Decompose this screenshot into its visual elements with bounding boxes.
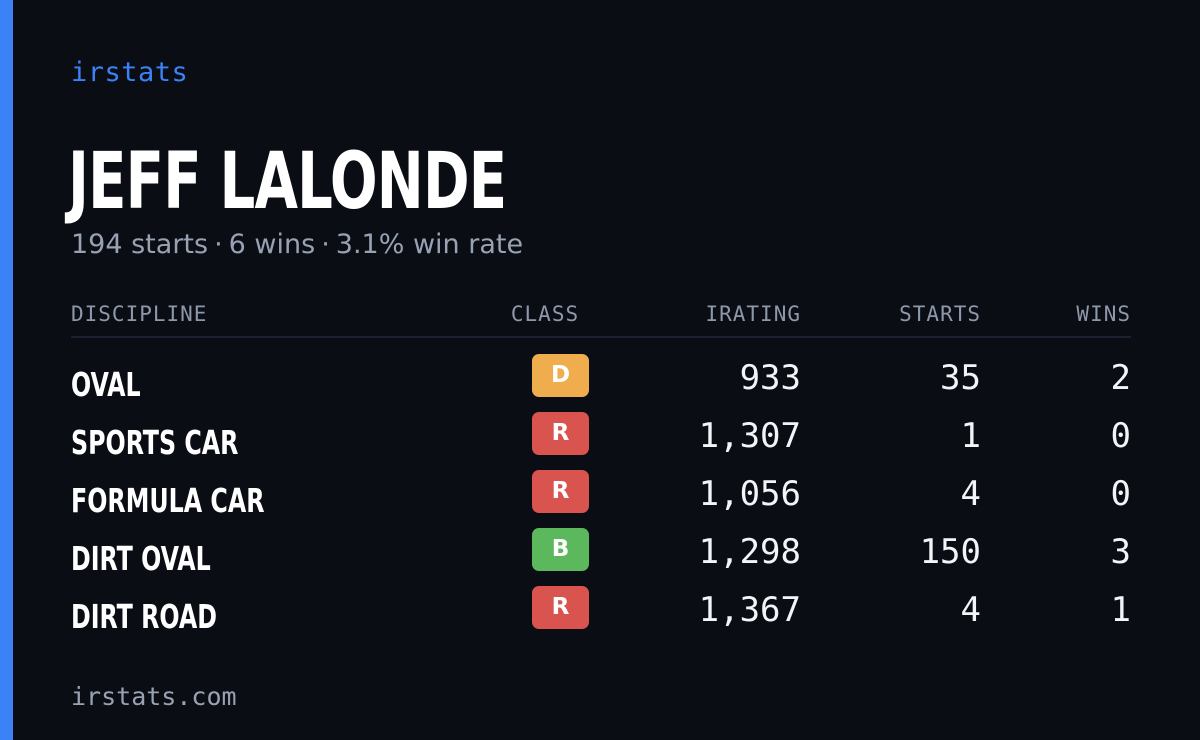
starts-value: 1 <box>960 416 981 456</box>
wins-value: 2 <box>1110 358 1131 398</box>
irating-value: 1,307 <box>698 416 801 456</box>
header-starts: STARTS <box>899 302 981 326</box>
win-rate-summary: 3.1% win rate <box>335 229 524 260</box>
wins-value: 0 <box>1110 474 1131 514</box>
summary-separator: · <box>321 229 330 260</box>
wins-value: 1 <box>1110 590 1131 630</box>
starts-value: 4 <box>960 590 981 630</box>
discipline-name: SPORTS CAR <box>71 423 239 462</box>
player-name: JEFF LALONDE <box>68 137 507 227</box>
player-summary: 194 starts · 6 wins · 3.1% win rate <box>71 227 523 263</box>
table-row: DIRT OVAL B 1,298 150 3 <box>71 528 1131 586</box>
class-badge: R <box>532 586 589 629</box>
class-badge: R <box>532 470 589 513</box>
irating-value: 1,367 <box>698 590 801 630</box>
table-row: SPORTS CAR R 1,307 1 0 <box>71 412 1131 470</box>
wins-summary: 6 wins <box>228 229 316 260</box>
starts-value: 4 <box>960 474 981 514</box>
irating-value: 1,056 <box>698 474 801 514</box>
header-discipline: DISCIPLINE <box>71 302 208 326</box>
header-class: CLASS <box>510 302 580 326</box>
table-header: DISCIPLINE CLASS IRATING STARTS WINS <box>71 296 1131 338</box>
irating-value: 933 <box>739 358 801 398</box>
table-row: OVAL D 933 35 2 <box>71 354 1131 412</box>
class-badge: D <box>532 354 589 397</box>
accent-bar <box>0 0 13 740</box>
table-body: OVAL D 933 35 2 SPORTS CAR R 1,307 1 0 F… <box>71 354 1131 644</box>
discipline-name: DIRT OVAL <box>71 539 211 578</box>
irating-value: 1,298 <box>698 532 801 572</box>
summary-separator: · <box>214 229 223 260</box>
class-badge: R <box>532 412 589 455</box>
table-row: DIRT ROAD R 1,367 4 1 <box>71 586 1131 644</box>
discipline-name: DIRT ROAD <box>71 597 217 636</box>
header-wins: WINS <box>1076 302 1131 326</box>
class-badge: B <box>532 528 589 571</box>
table-row: FORMULA CAR R 1,056 4 0 <box>71 470 1131 528</box>
starts-summary: 194 starts <box>71 229 209 260</box>
wins-value: 3 <box>1110 532 1131 572</box>
starts-value: 150 <box>919 532 981 572</box>
discipline-name: FORMULA CAR <box>71 481 265 520</box>
starts-value: 35 <box>940 358 981 398</box>
brand-logo: irstats <box>71 57 189 88</box>
wins-value: 0 <box>1110 416 1131 456</box>
footer-url: irstats.com <box>71 682 237 711</box>
discipline-name: OVAL <box>71 365 141 404</box>
discipline-table: DISCIPLINE CLASS IRATING STARTS WINS OVA… <box>71 296 1131 644</box>
header-irating: IRATING <box>705 302 801 326</box>
